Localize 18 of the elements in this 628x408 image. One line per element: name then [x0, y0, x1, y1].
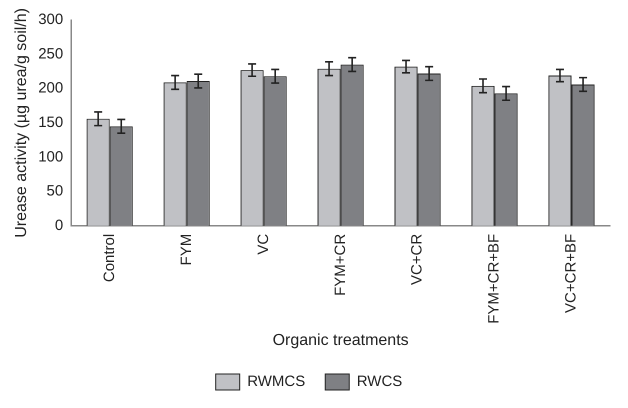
- x-tick-label: FYM: [178, 234, 195, 266]
- y-tick-label: 200: [38, 80, 64, 97]
- x-tick-label: FYM+CR: [332, 234, 349, 296]
- x-tick-label: VC: [254, 234, 272, 255]
- x-axis-title: Organic treatments: [272, 332, 409, 349]
- y-tick-label: 50: [46, 182, 64, 200]
- y-tick-label: 300: [38, 11, 64, 28]
- y-tick-label: 0: [54, 216, 64, 234]
- y-tick-label: 100: [38, 148, 64, 166]
- y-axis-title: Urease activity (µg urea/g soil/h): [13, 8, 30, 238]
- x-tick-label: FYM+CR+BF: [486, 234, 503, 324]
- x-tick-label: VC+CR+BF: [562, 234, 580, 313]
- y-tick-label: 150: [38, 114, 64, 132]
- x-tick-label: VC+CR: [408, 234, 426, 286]
- legend-label: RWMCS: [247, 373, 306, 390]
- x-tick-label: Control: [100, 234, 118, 282]
- y-tick-label: 250: [38, 45, 64, 62]
- legend-label: RWCS: [356, 373, 402, 390]
